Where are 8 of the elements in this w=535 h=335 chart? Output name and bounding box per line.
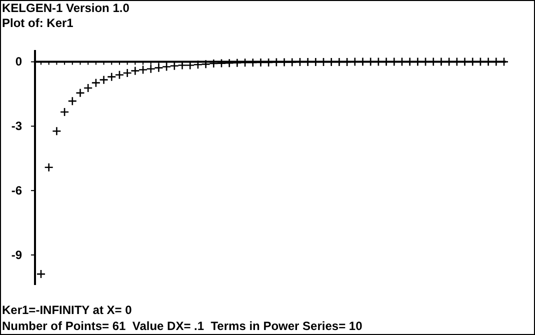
y-tick-label: 0 (15, 54, 22, 69)
y-tick-label: -3 (11, 119, 22, 134)
chart-subtitle: Plot of: Ker1 (2, 16, 74, 30)
y-tick-label: -6 (11, 183, 22, 198)
text: Number of Points= 61 Value DX= .1 Terms in Power Series= 10 (2, 319, 363, 333)
chart-title: KELGEN-1 Version 1.0 (2, 1, 130, 15)
text: Ker1=-INFINITY at X= 0 (2, 303, 132, 317)
y-tick-label: -9 (11, 248, 22, 262)
